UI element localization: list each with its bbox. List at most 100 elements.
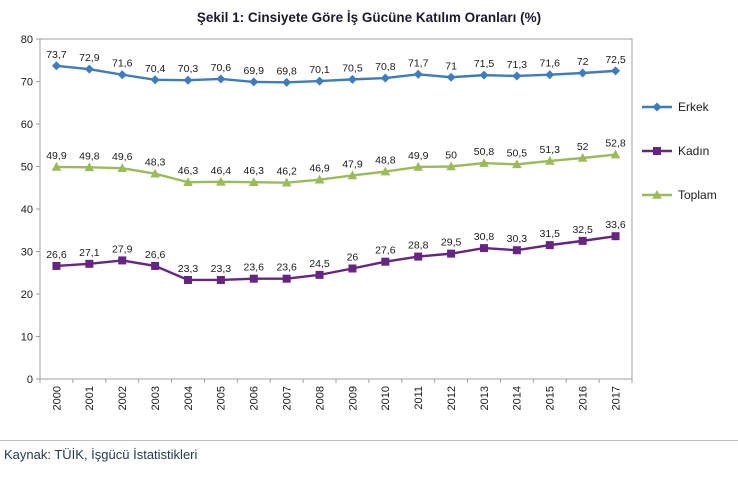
diamond-marker-icon <box>578 68 588 78</box>
y-axis-label: 50 <box>21 161 33 173</box>
x-axis-label: 2012 <box>446 386 458 410</box>
diamond-marker-icon <box>413 69 423 79</box>
diamond-marker-icon <box>315 76 325 86</box>
diamond-marker-icon <box>216 74 226 84</box>
data-label: 73,7 <box>46 49 67 61</box>
x-axis-label: 2010 <box>380 386 392 410</box>
chart-title: Şekil 1: Cinsiyete Göre İş Gücüne Katılı… <box>196 10 542 25</box>
data-label: 50 <box>445 150 457 162</box>
data-label: 52 <box>577 141 589 153</box>
triangle-marker-icon <box>577 153 588 162</box>
data-label: 72,9 <box>79 52 100 64</box>
data-label: 46,3 <box>178 165 199 177</box>
legend-item-toplam[interactable]: Toplam <box>642 188 717 202</box>
diamond-marker-icon <box>479 70 489 80</box>
square-marker-icon <box>52 261 61 270</box>
data-label: 27,1 <box>79 247 100 259</box>
diamond-marker-icon <box>117 70 127 80</box>
square-marker-icon <box>85 259 94 268</box>
data-label: 71,6 <box>112 58 133 70</box>
diamond-marker-icon <box>380 73 390 83</box>
square-marker-icon <box>184 275 192 284</box>
triangle-marker-icon <box>446 161 456 171</box>
data-label: 50,5 <box>507 147 528 159</box>
diamond-marker-icon <box>51 61 61 71</box>
square-marker-icon <box>653 147 661 155</box>
data-label: 48,3 <box>145 157 166 169</box>
square-marker-icon <box>578 236 587 245</box>
triangle-marker-icon <box>314 174 325 184</box>
diamond-marker-icon <box>652 102 662 112</box>
square-marker-icon <box>545 241 554 250</box>
series-line <box>56 153 616 184</box>
data-label: 71 <box>445 60 457 72</box>
x-axis-label: 2011 <box>413 386 425 410</box>
x-axis-label: 2000 <box>51 386 63 410</box>
triangle-marker-icon <box>150 168 160 178</box>
triangle-marker-icon <box>652 190 662 199</box>
square-marker-icon <box>348 264 357 273</box>
triangle-marker-icon <box>380 166 391 176</box>
x-axis-label: 2015 <box>545 386 557 410</box>
x-axis-label: 2003 <box>150 386 162 410</box>
y-axis-label: 60 <box>21 119 33 131</box>
legend-label: Toplam <box>678 188 717 202</box>
data-label: 23,6 <box>276 262 297 274</box>
data-label: 52,8 <box>605 138 626 150</box>
diamond-marker-icon <box>84 64 94 74</box>
x-axis-label: 2006 <box>249 386 261 410</box>
data-label: 26 <box>347 252 359 264</box>
data-label: 70,1 <box>309 64 330 76</box>
series-line <box>56 64 616 84</box>
x-axis-label: 2001 <box>84 386 96 410</box>
x-axis-label: 2014 <box>512 386 524 410</box>
data-label: 27,6 <box>375 245 396 257</box>
data-label: 32,5 <box>572 224 593 236</box>
series-toplam: 49,9 49,8 49,6 48,3 46,3 46,4 46,3 46,2 46,9 47,9… <box>46 138 626 187</box>
diamond-marker-icon <box>446 72 456 82</box>
triangle-marker-icon <box>512 159 522 169</box>
triangle-marker-icon <box>281 177 292 187</box>
x-axis-label: 2016 <box>578 386 590 410</box>
data-label: 46,4 <box>211 165 232 177</box>
data-label: 30,8 <box>474 231 495 243</box>
data-label: 70,5 <box>342 62 363 74</box>
diamond-marker-icon <box>545 70 555 80</box>
x-axis-label: 2017 <box>610 386 622 410</box>
data-label: 26,6 <box>145 249 166 261</box>
data-label: 46,3 <box>244 165 265 177</box>
y-axis-label: 70 <box>21 76 33 88</box>
triangle-marker-icon <box>51 161 62 171</box>
triangle-marker-icon <box>84 162 95 172</box>
data-label: 29,5 <box>441 237 462 249</box>
series-erkek: 73,7 72,9 71,6 70,4 70,3 70,6 69,9 69,8 70,1 70,5… <box>46 49 626 87</box>
y-axis-label: 30 <box>21 246 33 258</box>
data-label: 23,6 <box>244 262 265 274</box>
y-axis-label: 10 <box>21 331 33 343</box>
x-axis-label: 2009 <box>347 386 359 410</box>
square-marker-icon <box>249 274 258 283</box>
y-axis-label: 40 <box>21 204 33 216</box>
square-marker-icon <box>151 261 160 270</box>
legend-item-erkek[interactable]: Erkek <box>642 100 710 114</box>
data-label: 72,5 <box>605 54 626 66</box>
diamond-marker-icon <box>249 77 259 87</box>
legend-item-kadın[interactable]: Kadın <box>642 144 709 158</box>
x-axis-label: 2007 <box>282 386 294 410</box>
data-label: 48,8 <box>375 155 396 167</box>
data-label: 49,9 <box>46 150 67 162</box>
data-label: 70,4 <box>145 63 166 75</box>
data-label: 46,9 <box>309 163 330 175</box>
chart-canvas: 0 10 20 30 40 50 60 70 80 2000 2001 2002 2003 2004 200… <box>21 34 717 411</box>
data-label: 49,8 <box>79 150 100 162</box>
square-marker-icon <box>216 275 225 284</box>
data-label: 69,8 <box>276 65 297 77</box>
data-label: 71,5 <box>474 58 495 70</box>
data-label: 70,8 <box>375 61 396 73</box>
data-label: 71,6 <box>540 58 561 70</box>
square-marker-icon <box>414 252 423 261</box>
data-label: 26,6 <box>46 249 67 261</box>
x-axis-label: 2005 <box>216 386 228 410</box>
diamond-marker-icon <box>183 75 193 85</box>
